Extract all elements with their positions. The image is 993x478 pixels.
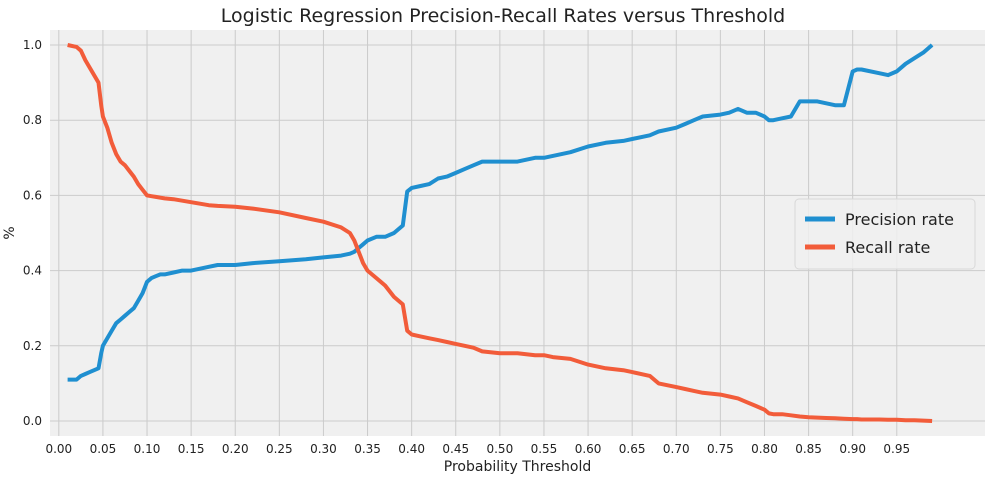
x-axis-label: Probability Threshold xyxy=(444,459,591,475)
x-tick-label: 0.35 xyxy=(354,442,381,456)
y-tick-label: 1.0 xyxy=(23,38,42,52)
y-tick-label: 0.8 xyxy=(23,113,42,127)
x-tick-label: 0.65 xyxy=(619,442,646,456)
series-layer xyxy=(67,43,934,423)
x-tick-label: 0.25 xyxy=(266,442,293,456)
x-tick-label: 0.30 xyxy=(310,442,337,456)
x-tick-label: 0.90 xyxy=(839,442,866,456)
x-tick-label: 0.20 xyxy=(222,442,249,456)
x-tick-label: 0.50 xyxy=(486,442,513,456)
legend-label: Precision rate xyxy=(845,210,954,229)
y-axis-label: % xyxy=(2,226,18,239)
x-tick-label: 0.55 xyxy=(531,442,558,456)
x-tick-label: 0.45 xyxy=(442,442,469,456)
legend-box xyxy=(794,198,976,270)
x-tick-label: 0.70 xyxy=(663,442,690,456)
x-tick-label: 0.60 xyxy=(575,442,602,456)
y-tick-label: 0.6 xyxy=(23,188,42,202)
x-axis-ticks: 0.00 0.05 0.10 0.15 0.20 0.25 0.30 0.35 0.40 0.45… xyxy=(45,442,910,456)
legend-label: Recall rate xyxy=(845,238,930,257)
x-tick-label: 0.75 xyxy=(707,442,734,456)
chart-title: Logistic Regression Precision-Recall Rat… xyxy=(221,5,785,27)
x-tick-label: 0.00 xyxy=(45,442,72,456)
legend: Precision rate Recall rate xyxy=(794,198,976,270)
y-tick-label: 0.2 xyxy=(23,339,42,353)
y-tick-label: 0.0 xyxy=(23,414,42,428)
series-line-precision xyxy=(67,43,934,382)
x-tick-label: 0.05 xyxy=(90,442,117,456)
series-line-recall xyxy=(67,43,933,423)
x-tick-label: 0.95 xyxy=(883,442,910,456)
x-tick-label: 0.10 xyxy=(134,442,161,456)
x-tick-label: 0.15 xyxy=(178,442,205,456)
x-tick-label: 0.85 xyxy=(795,442,822,456)
y-axis-ticks: 0.0 0.2 0.4 0.6 0.8 1.0 xyxy=(23,38,42,428)
x-tick-label: 0.40 xyxy=(398,442,425,456)
x-tick-label: 0.80 xyxy=(751,442,778,456)
y-tick-label: 0.4 xyxy=(23,264,42,278)
